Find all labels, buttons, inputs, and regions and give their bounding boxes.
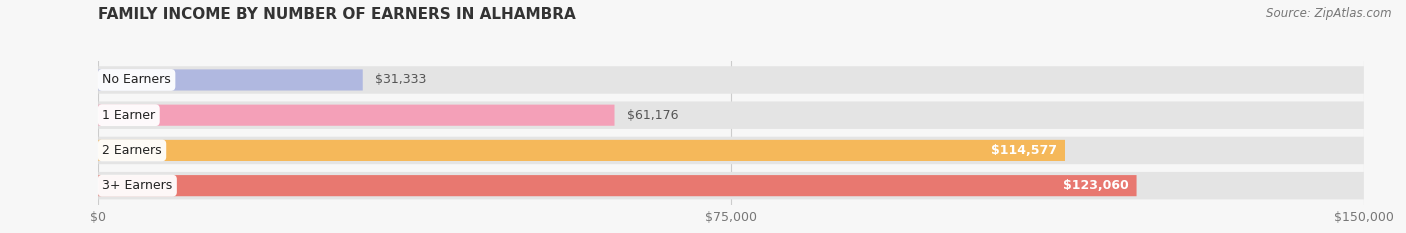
FancyBboxPatch shape [98, 66, 1364, 94]
FancyBboxPatch shape [98, 69, 363, 91]
FancyBboxPatch shape [98, 140, 1064, 161]
Text: 2 Earners: 2 Earners [103, 144, 162, 157]
Text: No Earners: No Earners [103, 73, 172, 86]
Text: FAMILY INCOME BY NUMBER OF EARNERS IN ALHAMBRA: FAMILY INCOME BY NUMBER OF EARNERS IN AL… [98, 7, 576, 22]
Text: $61,176: $61,176 [627, 109, 679, 122]
FancyBboxPatch shape [98, 172, 1364, 199]
Text: Source: ZipAtlas.com: Source: ZipAtlas.com [1267, 7, 1392, 20]
FancyBboxPatch shape [98, 137, 1364, 164]
Text: 3+ Earners: 3+ Earners [103, 179, 173, 192]
Text: 1 Earner: 1 Earner [103, 109, 155, 122]
FancyBboxPatch shape [98, 105, 614, 126]
Text: $31,333: $31,333 [375, 73, 427, 86]
Text: $114,577: $114,577 [991, 144, 1057, 157]
FancyBboxPatch shape [98, 175, 1136, 196]
FancyBboxPatch shape [98, 101, 1364, 129]
Text: $123,060: $123,060 [1063, 179, 1129, 192]
